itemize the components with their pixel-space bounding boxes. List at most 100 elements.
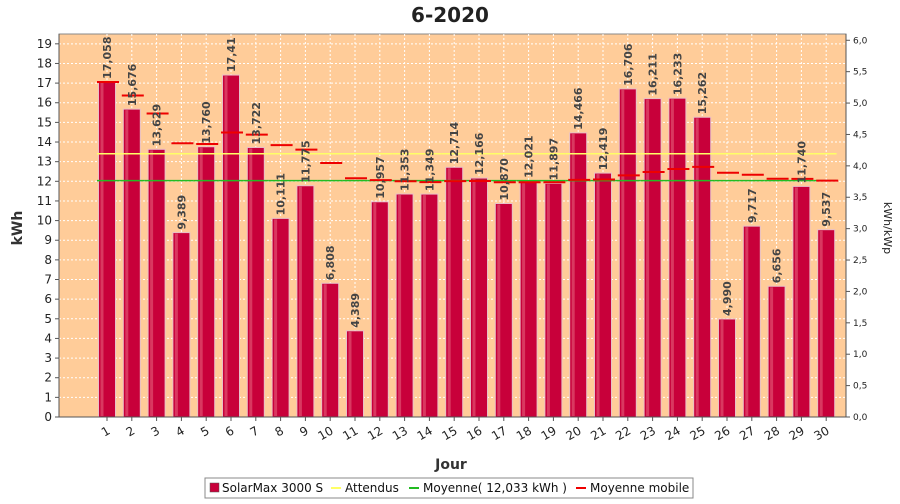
data-label: 13,629 — [151, 104, 164, 146]
y2-tick-label: 2,0 — [853, 287, 868, 297]
y2-tick-label: 5,5 — [853, 68, 867, 78]
x-tick-label: 29 — [787, 423, 807, 443]
bar-highlight — [447, 168, 451, 416]
series-lines — [97, 80, 839, 184]
x-axis-title: Jour — [434, 457, 467, 473]
bar-highlight — [794, 187, 798, 416]
data-label: 15,262 — [696, 72, 709, 114]
data-label: 12,166 — [473, 132, 486, 175]
x-tick-label: 18 — [514, 423, 534, 443]
bar-highlight — [323, 284, 327, 416]
y-tick-label: 12 — [37, 174, 52, 188]
chart-title: 6-2020 — [411, 3, 489, 27]
y-tick-label: 4 — [44, 331, 52, 345]
data-label: 12,419 — [597, 128, 610, 170]
x-tick-label: 15 — [439, 423, 459, 443]
x-tick-label: 12 — [365, 423, 385, 443]
data-label: 16,233 — [671, 53, 684, 95]
bar-highlight — [819, 230, 823, 416]
bar-highlight — [298, 186, 302, 416]
bar-highlight — [199, 147, 203, 416]
y2-tick-label: 3,5 — [853, 193, 867, 203]
y-tick-label: 8 — [44, 253, 52, 267]
x-tick-label: 11 — [340, 423, 360, 443]
y2-tick-label: 0,5 — [853, 382, 867, 392]
bar-highlight — [422, 195, 426, 416]
y-tick-label: 11 — [37, 194, 52, 208]
data-label: 9,717 — [746, 188, 759, 223]
bar-highlight — [249, 148, 253, 416]
y-tick-label: 18 — [37, 56, 52, 70]
bar-highlight — [125, 110, 129, 416]
y-tick-label: 19 — [37, 37, 52, 51]
legend-label-moyenne: Moyenne( 12,033 kWh ) — [423, 481, 567, 495]
data-label: 10,111 — [275, 173, 288, 215]
y2-tick-label: 3,0 — [853, 225, 868, 235]
data-label: 10,957 — [374, 156, 387, 198]
data-label: 11,740 — [795, 141, 808, 184]
data-label: 13,760 — [200, 101, 213, 144]
y2-tick-label: 5,0 — [853, 99, 868, 109]
data-label: 14,466 — [572, 87, 585, 130]
bar-highlight — [745, 227, 749, 416]
legend-label-moyenne-mobile: Moyenne mobile — [590, 481, 689, 495]
y-tick-label: 14 — [37, 135, 52, 149]
data-label: 11,897 — [547, 138, 560, 180]
x-tick-label: 10 — [315, 423, 335, 443]
y2-tick-label: 2,5 — [853, 256, 867, 266]
data-label: 11,775 — [299, 140, 312, 182]
x-tick-label: 21 — [588, 423, 608, 443]
data-label: 12,714 — [448, 121, 461, 164]
y-tick-label: 7 — [44, 273, 52, 287]
y2-tick-label: 1,5 — [853, 319, 867, 329]
x-tick-label: 13 — [390, 423, 410, 443]
bar-highlight — [348, 331, 352, 416]
y2-tick-label: 4,5 — [853, 130, 867, 140]
y-tick-label: 13 — [37, 155, 52, 169]
bar-highlight — [720, 319, 724, 416]
y-tick-label: 5 — [44, 312, 52, 326]
data-label: 12,021 — [523, 135, 536, 177]
bar-highlight — [373, 202, 377, 416]
data-label: 6,656 — [771, 248, 784, 283]
y2-tick-label: 0,0 — [853, 413, 868, 423]
data-label: 16,706 — [622, 43, 635, 86]
y-tick-label: 9 — [44, 233, 52, 247]
data-labels: 17,058 15,676 13,629 9,389 13,760 17,41 13,722… — [101, 37, 833, 328]
y-tick-label: 17 — [37, 76, 52, 90]
data-label: 15,676 — [126, 63, 139, 106]
legend-label-attendus: Attendus — [345, 481, 399, 495]
legend: SolarMax 3000 S Attendus Moyenne( 12,033… — [204, 477, 694, 499]
x-tick-label: 30 — [811, 423, 831, 443]
y-tick-label: 16 — [37, 96, 52, 110]
x-tick-label: 26 — [712, 423, 732, 443]
y-axis-title: kWh — [10, 211, 26, 246]
bar-highlight — [398, 195, 402, 416]
bar-highlight — [670, 99, 674, 416]
y2-tick-label: 4,0 — [853, 162, 868, 172]
bar-highlight — [274, 219, 278, 416]
data-label: 9,389 — [175, 195, 188, 230]
x-tick-label: 28 — [762, 423, 782, 443]
bar-highlight — [621, 89, 625, 417]
y2-axis-title: kWh/kWp — [881, 202, 894, 254]
bar-highlight — [546, 184, 550, 416]
bar-highlight — [695, 118, 699, 416]
bar-highlight — [224, 76, 228, 416]
data-label: 4,990 — [721, 281, 734, 316]
y2-tick-label: 1,0 — [853, 350, 868, 360]
y-tick-label: 15 — [37, 115, 52, 129]
bar-highlight — [100, 82, 104, 417]
data-label: 6,808 — [324, 245, 337, 280]
x-tick-label: 17 — [489, 423, 509, 443]
data-label: 11,349 — [423, 149, 436, 191]
x-tick-label: 16 — [464, 423, 484, 443]
data-label: 16,211 — [647, 53, 660, 95]
data-label: 10,870 — [498, 158, 511, 201]
y-tick-label: 1 — [44, 390, 52, 404]
x-tick-label: 27 — [737, 423, 757, 443]
bar-highlight — [596, 174, 600, 416]
data-label: 17,058 — [101, 37, 114, 79]
bar-highlight — [174, 233, 178, 416]
